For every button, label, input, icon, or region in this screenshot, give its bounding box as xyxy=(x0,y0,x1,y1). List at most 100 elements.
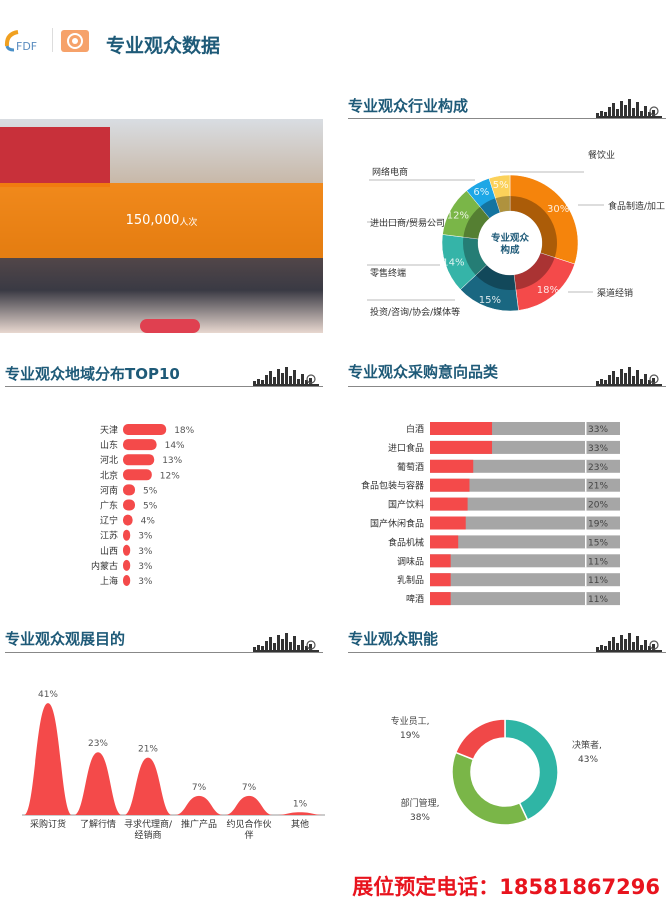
purchase-label: 食品包装与容器 xyxy=(361,480,424,492)
purchase-label: 乳制品 xyxy=(397,574,424,586)
industry-inner-slice xyxy=(463,237,487,276)
skyline-building xyxy=(644,640,647,651)
region-value: 14% xyxy=(165,441,185,451)
purchase-bar-bg xyxy=(430,554,620,568)
purpose-value: 7% xyxy=(192,783,207,793)
role-slice xyxy=(504,718,559,821)
purpose-peak xyxy=(74,752,122,815)
skyline-building xyxy=(628,633,631,651)
booking-hotline: 展位预定电话：18581867296 xyxy=(352,871,660,901)
skyline-building xyxy=(648,380,651,385)
purpose-label: 了解行情 xyxy=(80,818,116,830)
purpose-label: 寻求代理商/ xyxy=(124,818,173,830)
hotline-label: 展位预定电话： xyxy=(352,875,500,899)
purpose-label: 约见合作伙 xyxy=(226,818,271,830)
skyline-building xyxy=(624,373,627,385)
skyline-building xyxy=(600,379,603,385)
purchase-bar-bg xyxy=(430,573,620,587)
skyline-wheel xyxy=(649,106,659,116)
industry-slice-value: 15% xyxy=(479,295,501,306)
skyline-icon xyxy=(596,633,662,652)
skyline-building xyxy=(612,637,615,651)
purpose-label: 采购订货 xyxy=(30,818,66,830)
region-label: 辽宁 xyxy=(100,515,118,527)
purpose-label: 推广产品 xyxy=(181,818,217,830)
purpose-label: 其他 xyxy=(291,818,309,830)
skyline-building xyxy=(253,381,256,385)
exhibition-logo xyxy=(60,28,90,54)
role-label: 决策者, xyxy=(572,739,602,751)
skyline-building xyxy=(257,645,260,651)
region-value: 13% xyxy=(162,456,182,466)
purchase-bar xyxy=(430,422,493,435)
skyline-icon xyxy=(253,633,319,652)
purchase-value: 11% xyxy=(588,595,608,605)
skyline-building xyxy=(624,639,627,651)
skyline-building xyxy=(644,106,647,117)
purchase-separator xyxy=(585,497,587,511)
purchase-bar xyxy=(430,535,459,549)
region-value: 3% xyxy=(138,562,153,572)
skyline-building xyxy=(608,375,611,385)
industry-slice-value: 14% xyxy=(442,257,464,268)
purpose-peak xyxy=(225,795,273,815)
hotline-phone[interactable]: 18581867296 xyxy=(499,875,660,899)
purchase-label: 白酒 xyxy=(406,423,424,435)
region-value: 4% xyxy=(141,517,156,527)
skyline-building xyxy=(596,381,599,385)
region-label: 广东 xyxy=(100,500,118,512)
purpose-peak xyxy=(175,795,223,815)
skyline-building xyxy=(620,101,623,117)
section-title-role: 专业观众职能 xyxy=(348,630,439,648)
role-label: 专业员工, xyxy=(391,715,430,727)
purchase-label: 食品机械 xyxy=(388,536,424,548)
role-label: 部门管理, xyxy=(401,797,440,809)
skyline-building xyxy=(265,641,268,651)
purpose-value: 23% xyxy=(88,739,108,749)
purpose-value: 41% xyxy=(38,690,58,700)
purchase-bar xyxy=(430,573,451,587)
divider xyxy=(348,118,666,119)
skyline-building xyxy=(305,380,308,385)
skyline-ground xyxy=(596,116,662,118)
industry-slice-label: 投资/咨询/协会/媒体等 xyxy=(370,306,460,318)
skyline-building xyxy=(624,105,627,117)
industry-center-label: 专业观众 xyxy=(491,232,530,244)
skyline-building xyxy=(293,370,296,385)
section-title-region: 专业观众地域分布TOP10 xyxy=(5,365,180,383)
purchase-separator xyxy=(585,592,587,606)
skyline-building xyxy=(261,646,264,651)
skyline-icon xyxy=(596,99,662,118)
region-bar xyxy=(123,529,131,541)
region-bar xyxy=(123,439,157,451)
purchase-bar-bg xyxy=(430,459,620,473)
region-value: 5% xyxy=(143,486,158,496)
skyline-building xyxy=(648,112,651,117)
purchase-separator xyxy=(585,554,587,568)
skyline-building xyxy=(616,377,619,385)
skyline-building xyxy=(632,108,635,117)
skyline-building xyxy=(305,646,308,651)
skyline-building xyxy=(636,636,639,651)
skyline-building xyxy=(257,379,260,385)
industry-slice-value: 12% xyxy=(447,210,469,221)
industry-slice-value: 30% xyxy=(547,204,569,215)
purchase-bar xyxy=(430,459,474,473)
region-label: 天津 xyxy=(100,425,118,436)
skyline-building xyxy=(616,643,619,651)
skyline-building xyxy=(596,647,599,651)
skyline-building xyxy=(604,646,607,651)
purchase-label: 调味品 xyxy=(397,555,424,567)
purchase-value: 19% xyxy=(588,520,608,530)
purchase-value: 11% xyxy=(588,557,608,567)
region-bar xyxy=(123,559,131,571)
skyline-building xyxy=(293,636,296,651)
role-value: 19% xyxy=(400,731,420,741)
skyline-building xyxy=(281,639,284,651)
skyline-building xyxy=(600,111,603,117)
region-label: 山西 xyxy=(100,546,118,557)
purchase-separator xyxy=(585,535,587,549)
role-slice xyxy=(454,718,506,761)
skyline-building xyxy=(277,635,280,651)
